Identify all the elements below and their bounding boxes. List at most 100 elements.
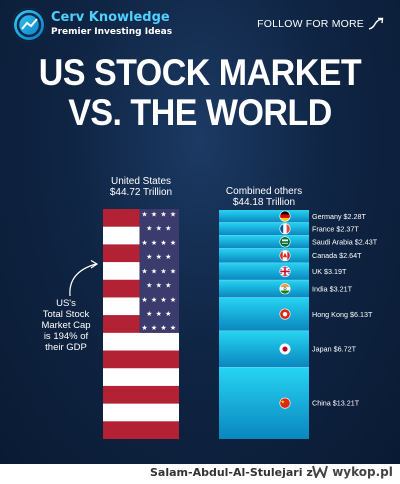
annotation-line: is 194% of bbox=[43, 331, 89, 342]
segment-label: Japan $6.72T bbox=[312, 345, 357, 354]
flag-star-icon: ★ bbox=[160, 239, 166, 247]
flag-star-icon: ★ bbox=[151, 210, 157, 218]
title-line-2: VS. THE WORLD bbox=[68, 92, 332, 134]
bar-segment: India $3.21T bbox=[219, 279, 353, 298]
bar-segment: UK $3.19T bbox=[219, 262, 347, 281]
flag-stripe bbox=[103, 421, 179, 439]
annotation-line: Total Stock bbox=[42, 309, 90, 320]
flag-star-icon: ★ bbox=[165, 310, 171, 318]
others-value: $44.18 Trillion bbox=[232, 197, 296, 208]
annotation-line: Market Cap bbox=[41, 320, 91, 331]
username-text: Salam-Abdul-Al-Stulejari bbox=[150, 466, 303, 479]
follow-label: FOLLOW FOR MORE bbox=[257, 18, 364, 30]
curved-arrow-icon bbox=[69, 259, 99, 297]
flag-star-icon: ★ bbox=[160, 296, 166, 304]
trend-arrow-icon bbox=[368, 17, 384, 30]
segment-label: Hong Kong $6.13T bbox=[312, 310, 373, 319]
site-logo[interactable]: wykop.pl bbox=[312, 465, 393, 480]
bar-segment: Japan $6.72T bbox=[219, 330, 357, 368]
flag-star-icon: ★ bbox=[141, 210, 147, 218]
hong-kong-flag-icon bbox=[279, 308, 291, 320]
flag-star-icon: ★ bbox=[165, 282, 171, 290]
japan-flag-icon bbox=[279, 343, 291, 355]
svg-text:★: ★ bbox=[281, 400, 286, 406]
flag-stripe bbox=[103, 403, 179, 422]
flag-star-icon: ★ bbox=[165, 253, 171, 261]
france-flag-icon bbox=[279, 223, 291, 235]
bar-segment: ★ China $13.21T bbox=[219, 366, 360, 439]
bar-segment: France $2.37T bbox=[219, 222, 359, 236]
brand-name: Cerv Knowledge bbox=[51, 10, 170, 25]
flag-star-icon: ★ bbox=[141, 239, 147, 247]
segment-fill bbox=[219, 235, 309, 249]
segment-fill bbox=[219, 280, 309, 298]
flag-star-icon: ★ bbox=[160, 267, 166, 275]
others-name: Combined others bbox=[225, 186, 303, 197]
title-line-1: US STOCK MARKET bbox=[38, 52, 362, 94]
flag-star-icon: ★ bbox=[165, 225, 171, 233]
others-stacked-bar: Germany $2.28T France $2.37T Saudi Arabia … bbox=[219, 210, 378, 439]
us-value: $44.72 Trillion bbox=[109, 187, 173, 198]
flag-star-icon: ★ bbox=[156, 310, 162, 318]
flag-star-icon: ★ bbox=[170, 324, 176, 332]
segment-fill bbox=[219, 262, 309, 281]
others-label: Combined others $44.18 Trillion bbox=[204, 186, 324, 208]
segment-label: Saudi Arabia $2.43T bbox=[312, 237, 378, 246]
segment-label: France $2.37T bbox=[312, 224, 359, 233]
us-label: United States $44.72 Trillion bbox=[96, 176, 186, 198]
bar-segment: Hong Kong $6.13T bbox=[219, 297, 373, 331]
flag-star-icon: ★ bbox=[151, 239, 157, 247]
flag-star-icon: ★ bbox=[146, 310, 152, 318]
separator-text: z bbox=[306, 466, 313, 479]
flag-star-icon: ★ bbox=[151, 324, 157, 332]
flag-stripe bbox=[103, 350, 179, 369]
flag-star-icon: ★ bbox=[170, 210, 176, 218]
germany-flag-icon bbox=[279, 210, 291, 222]
india-flag-icon bbox=[279, 283, 291, 295]
brand-tagline: Premier Investing Ideas bbox=[51, 27, 173, 37]
flag-stripe bbox=[103, 385, 179, 404]
flag-star-icon: ★ bbox=[160, 324, 166, 332]
flag-star-icon: ★ bbox=[146, 282, 152, 290]
flag-star-icon: ★ bbox=[156, 282, 162, 290]
infographic: Cerv Knowledge Premier Investing Ideas F… bbox=[0, 0, 400, 464]
site-text: wykop.pl bbox=[332, 465, 393, 479]
saudi-arabia-flag-icon bbox=[279, 236, 291, 248]
flag-star-icon: ★ bbox=[170, 239, 176, 247]
annotation-line: US's bbox=[56, 298, 76, 309]
brand-logo-icon[interactable] bbox=[12, 8, 46, 42]
wykop-logo-icon bbox=[312, 465, 328, 480]
flag-star-icon: ★ bbox=[151, 296, 157, 304]
footer-bar: Salam-Abdul-Al-Stulejari z wykop.pl bbox=[0, 464, 400, 484]
segment-fill bbox=[219, 210, 309, 223]
flag-star-icon: ★ bbox=[156, 253, 162, 261]
flag-stripe bbox=[103, 332, 179, 351]
segment-fill bbox=[219, 297, 309, 331]
segment-label: UK $3.19T bbox=[312, 267, 347, 276]
bar-segment: Saudi Arabia $2.43T bbox=[219, 234, 378, 249]
flag-stripe bbox=[103, 368, 179, 387]
flag-star-icon: ★ bbox=[146, 253, 152, 261]
canada-flag-icon bbox=[279, 250, 291, 261]
flag-star-icon: ★ bbox=[146, 225, 152, 233]
flag-star-icon: ★ bbox=[151, 267, 157, 275]
bar-segment: Germany $2.28T bbox=[219, 210, 367, 223]
flag-star-icon: ★ bbox=[141, 324, 147, 332]
annotation-line: their GDP bbox=[45, 342, 87, 353]
flag-star-icon: ★ bbox=[170, 296, 176, 304]
segment-fill bbox=[219, 367, 309, 439]
flag-star-icon: ★ bbox=[156, 225, 162, 233]
flag-canton bbox=[139, 209, 179, 333]
follow-button[interactable]: FOLLOW FOR MORE bbox=[257, 17, 384, 31]
footer-username[interactable]: Salam-Abdul-Al-Stulejari z bbox=[150, 466, 313, 479]
segment-label: Germany $2.28T bbox=[312, 212, 367, 221]
segment-fill bbox=[219, 222, 309, 236]
flag-star-icon: ★ bbox=[160, 210, 166, 218]
us-name: United States bbox=[110, 176, 172, 187]
gdp-annotation: US's Total Stock Market Cap is 194% of t… bbox=[28, 298, 104, 353]
china-flag-icon: ★ bbox=[279, 397, 291, 409]
flag-star-icon: ★ bbox=[141, 296, 147, 304]
us-flag-bar: ★ ★ ★ ★★ ★ ★★ ★ ★ ★★ ★ ★★ ★ ★ ★★ ★ ★★ ★ ★ ★★ ★ ★★ ★ ★ ★ bbox=[103, 209, 179, 439]
segment-fill bbox=[219, 248, 309, 263]
segment-fill bbox=[219, 330, 309, 368]
